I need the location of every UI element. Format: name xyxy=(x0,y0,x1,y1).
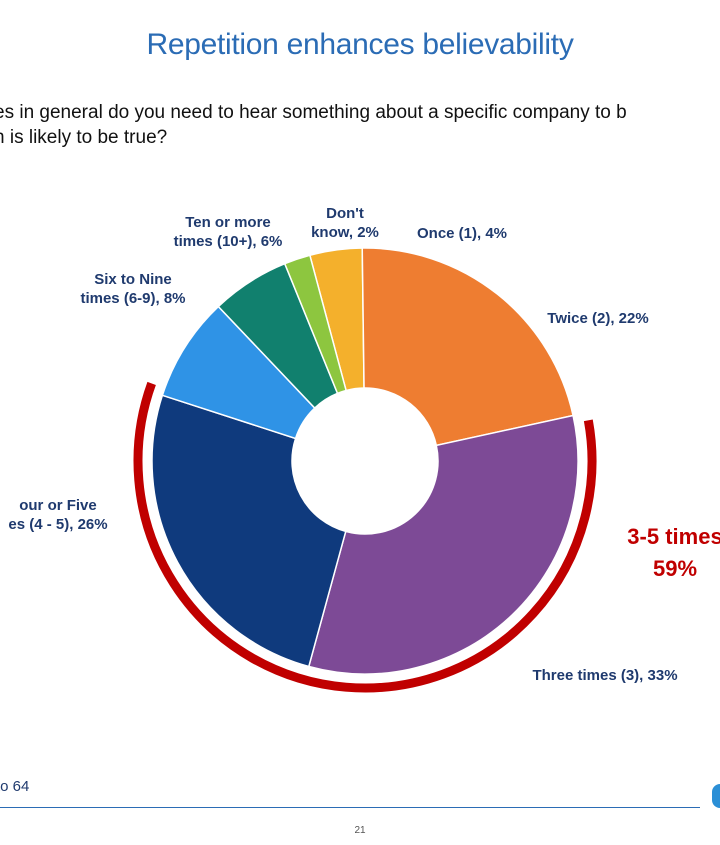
slice-don-t-know xyxy=(283,254,348,395)
slice-label: Six to Nine times (6-9), 8% xyxy=(80,271,185,307)
footer-divider xyxy=(0,807,700,808)
slice-label: Three times (3), 33% xyxy=(532,667,677,684)
slice-label: our or Five es (4 - 5), 26% xyxy=(8,497,107,533)
question-line-1: es in general do you need to hear someth… xyxy=(0,102,627,123)
callout-label: 3-5 times 59% xyxy=(627,524,720,581)
slice-label: Twice (2), 22% xyxy=(547,310,648,327)
slice-three-times-3 xyxy=(307,414,579,675)
slice-label: Ten or more times (10+), 6% xyxy=(174,214,283,250)
slice-label: Don't know, 2% xyxy=(311,205,379,241)
slice-label: Once (1), 4% xyxy=(417,225,507,242)
logo-mark xyxy=(712,784,720,808)
slide-title: Repetition enhances believability xyxy=(146,28,574,61)
slice-four-or-five-times-4-5 xyxy=(151,394,347,668)
footer-note: to 64 xyxy=(0,778,30,795)
survey-question: es in general do you need to hear someth… xyxy=(0,100,720,150)
page-number: 21 xyxy=(354,825,366,836)
callout-arc xyxy=(133,381,597,693)
donut-chart: Once (1), 4% Twice (2), 22% Three times (3… xyxy=(8,205,720,693)
slice-twice-2 xyxy=(361,247,574,447)
question-line-2: n is likely to be true? xyxy=(0,127,168,148)
